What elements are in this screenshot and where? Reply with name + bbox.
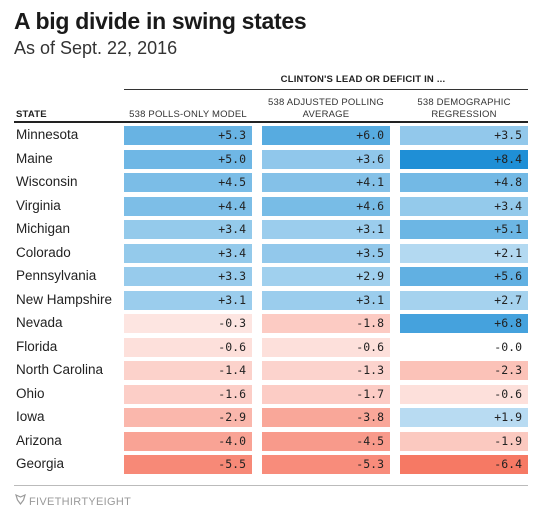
value-cell: -1.9	[400, 431, 528, 451]
value-cell: -0.6	[400, 384, 528, 404]
value-cell: -0.6	[262, 337, 390, 357]
fivethirtyeight-fox-icon	[15, 493, 26, 508]
value-cell: -0.0	[400, 337, 528, 357]
table-row: Ohio -1.6 -1.7 -0.6	[0, 383, 540, 407]
value-cell: +2.7	[400, 290, 528, 310]
table-row: New Hampshire +3.1 +3.1 +2.7	[0, 289, 540, 313]
value-cell: +1.9	[400, 408, 528, 427]
value-cell: -0.6	[124, 337, 252, 357]
value-cell: -1.7	[262, 384, 390, 404]
table-row: Pennsylvania +3.3 +2.9 +5.6	[0, 265, 540, 289]
value-cell: +5.6	[400, 267, 528, 286]
state-name: Nevada	[16, 315, 63, 330]
value-cell: +8.4	[400, 149, 528, 169]
value-cell: -2.3	[400, 361, 528, 380]
table-row: Nevada -0.3 -1.8 +6.8	[0, 312, 540, 336]
table-row: Georgia -5.5 -5.3 -6.4	[0, 453, 540, 477]
value-cell: -2.9	[124, 408, 252, 427]
state-name: Michigan	[16, 221, 71, 236]
value-cell: -5.3	[262, 455, 390, 474]
value-cell: -1.8	[262, 314, 390, 333]
value-cell: -6.4	[400, 455, 528, 474]
state-name: Florida	[16, 338, 58, 354]
value-cell: +3.1	[262, 220, 390, 239]
state-name: Iowa	[16, 409, 45, 424]
value-cell: +2.1	[400, 243, 528, 263]
group-header-rule	[124, 89, 528, 90]
table-row: Colorado +3.4 +3.5 +2.1	[0, 242, 540, 266]
state-column-header: STATE	[16, 109, 47, 120]
value-cell: +3.4	[124, 243, 252, 263]
value-cell: +4.1	[262, 173, 390, 192]
table-row: Florida -0.6 -0.6 -0.0	[0, 336, 540, 360]
group-header: CLINTON'S LEAD OR DEFICIT IN ...	[280, 74, 446, 85]
state-name: Colorado	[16, 244, 71, 260]
value-cell: -1.4	[124, 361, 252, 380]
state-name: Wisconsin	[16, 174, 78, 189]
value-cell: -3.8	[262, 408, 390, 427]
value-cell: -1.6	[124, 384, 252, 404]
value-cell: +3.3	[124, 267, 252, 286]
value-cell: -4.5	[262, 431, 390, 451]
column-header-adjusted-polling: 538 ADJUSTED POLLING AVERAGE	[268, 97, 384, 120]
state-name: Maine	[16, 150, 53, 166]
value-cell: -4.0	[124, 431, 252, 451]
column-header-demographic: 538 DEMOGRAPHIC REGRESSION	[417, 97, 511, 120]
value-cell: -5.5	[124, 455, 252, 474]
value-cell: +6.0	[262, 126, 390, 145]
value-cell: +4.8	[400, 173, 528, 192]
table-row: Arizona -4.0 -4.5 -1.9	[0, 430, 540, 454]
value-cell: +4.6	[262, 196, 390, 216]
table-row: Minnesota +5.3 +6.0 +3.5	[0, 124, 540, 148]
state-name: Pennsylvania	[16, 268, 97, 283]
value-cell: +5.0	[124, 149, 252, 169]
value-cell: +5.3	[124, 126, 252, 145]
table-body: Minnesota +5.3 +6.0 +3.5 Maine +5.0 +3.6 +8.4 Wi…	[0, 124, 540, 477]
value-cell: +4.4	[124, 196, 252, 216]
header-rule	[14, 121, 528, 123]
chart-subtitle: As of Sept. 22, 2016	[14, 38, 178, 58]
state-name: Minnesota	[16, 127, 79, 142]
fivethirtyeight-logo: FIVETHIRTYEIGHT	[15, 493, 132, 508]
footer-rule	[14, 485, 528, 486]
table-row: Iowa -2.9 -3.8 +1.9	[0, 406, 540, 430]
state-name: Virginia	[16, 197, 61, 213]
table-row: Wisconsin +4.5 +4.1 +4.8	[0, 171, 540, 195]
value-cell: +3.5	[262, 243, 390, 263]
state-name: Georgia	[16, 456, 65, 471]
value-cell: +2.9	[262, 267, 390, 286]
value-cell: +3.4	[400, 196, 528, 216]
state-name: North Carolina	[16, 362, 104, 377]
state-name: Arizona	[16, 432, 62, 448]
value-cell: -1.3	[262, 361, 390, 380]
value-cell: +3.1	[262, 290, 390, 310]
chart-title: A big divide in swing states	[14, 8, 307, 34]
value-cell: +4.5	[124, 173, 252, 192]
value-cell: +3.6	[262, 149, 390, 169]
table-row: Maine +5.0 +3.6 +8.4	[0, 148, 540, 172]
value-cell: +6.8	[400, 314, 528, 333]
footer-brand: FIVETHIRTYEIGHT	[29, 496, 132, 508]
value-cell: +3.4	[124, 220, 252, 239]
value-cell: +5.1	[400, 220, 528, 239]
value-cell: +3.1	[124, 290, 252, 310]
table-row: Michigan +3.4 +3.1 +5.1	[0, 218, 540, 242]
value-cell: +3.5	[400, 126, 528, 145]
column-header-polls-only: 538 POLLS-ONLY MODEL	[129, 109, 247, 120]
table-row: North Carolina -1.4 -1.3 -2.3	[0, 359, 540, 383]
table-row: Virginia +4.4 +4.6 +3.4	[0, 195, 540, 219]
value-cell: -0.3	[124, 314, 252, 333]
state-name: Ohio	[16, 385, 45, 401]
state-name: New Hampshire	[16, 291, 113, 307]
